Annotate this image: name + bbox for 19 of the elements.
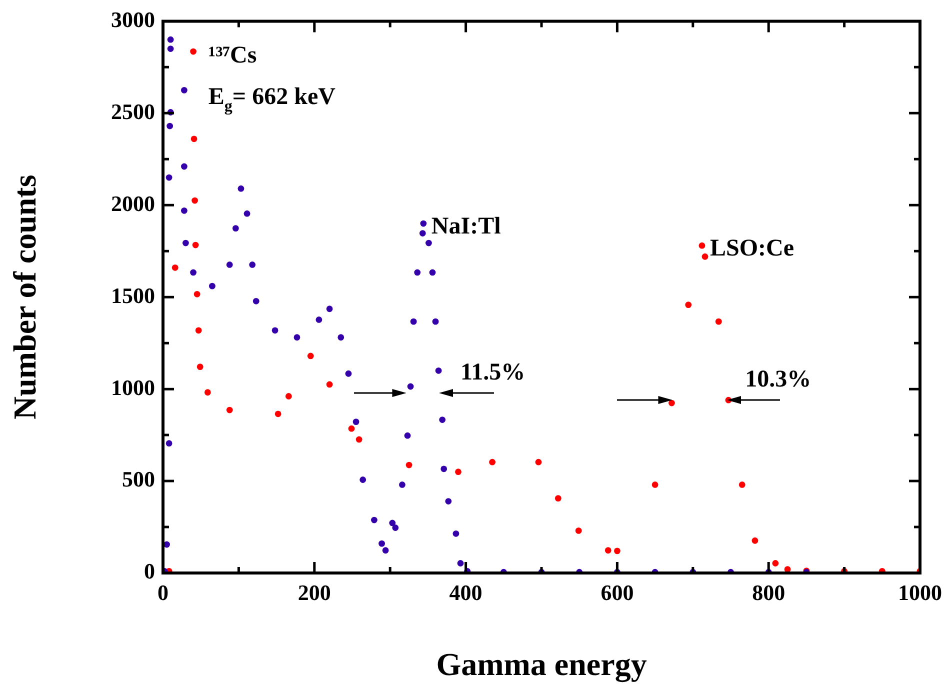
y-tick-label: 2000 bbox=[111, 190, 155, 216]
y-axis-title: Number of counts bbox=[6, 174, 42, 420]
x-tick-label: 200 bbox=[298, 580, 331, 605]
y-tick-label: 3000 bbox=[111, 6, 155, 32]
x-tick-label: 400 bbox=[449, 580, 482, 605]
annotation: ¹³⁷Cs bbox=[208, 42, 257, 69]
y-tick-label: 1500 bbox=[111, 282, 155, 308]
x-tick-label: 600 bbox=[600, 580, 634, 605]
y-tick-label: 0 bbox=[144, 558, 155, 584]
annotation: 10.3% bbox=[745, 366, 812, 392]
x-tick-label: 800 bbox=[752, 580, 786, 605]
y-tick-label: 2500 bbox=[111, 98, 155, 124]
x-axis-title: Gamma energy bbox=[436, 646, 647, 684]
series-label: NaI:Tl bbox=[431, 214, 502, 240]
y-tick-label: 500 bbox=[122, 466, 155, 492]
x-tick-label: 1000 bbox=[898, 580, 942, 605]
series-label: LSO:Ce bbox=[710, 236, 794, 262]
y-tick-label: 1000 bbox=[111, 374, 155, 400]
annotation: 11.5% bbox=[460, 359, 526, 386]
